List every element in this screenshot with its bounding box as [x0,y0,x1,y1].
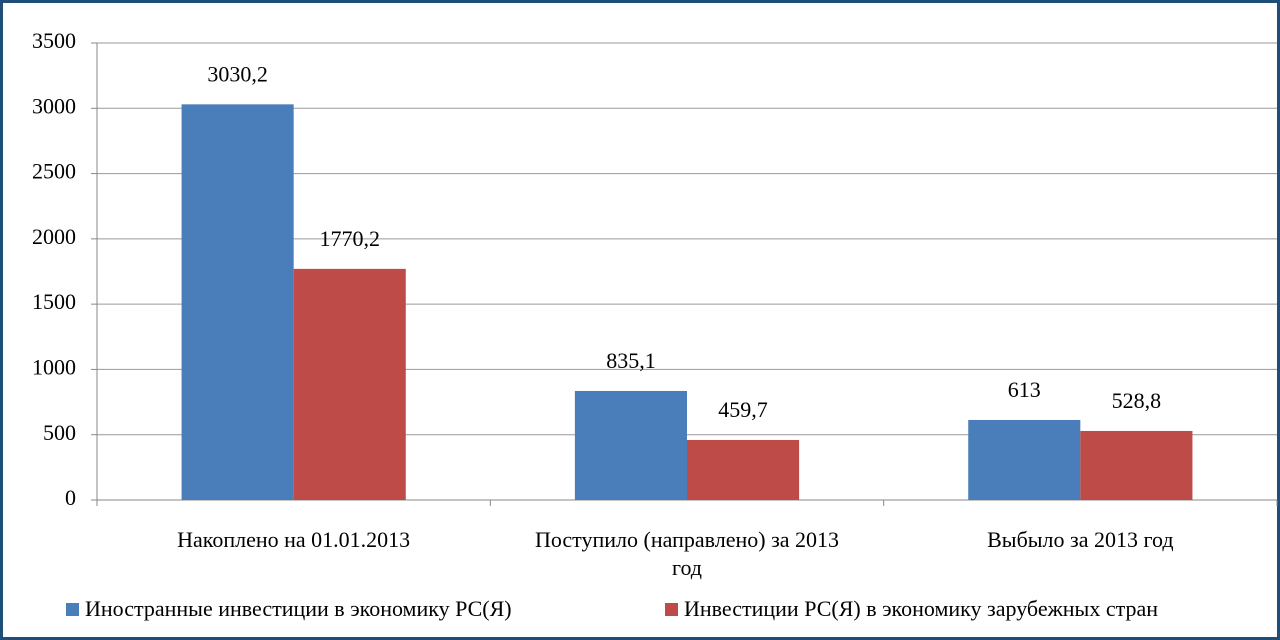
bar [574,390,687,500]
x-tick-label: Выбыло за 2013 год [987,527,1174,552]
legend-item: Иностранные инвестиции в экономику РС(Я) [66,596,512,622]
y-tick-label: 1500 [32,289,76,314]
legend-item: Инвестиции РС(Я) в экономику зарубежных … [665,596,1158,622]
legend-label: Инвестиции РС(Я) в экономику зарубежных … [684,596,1159,621]
bar [293,268,406,500]
y-tick-label: 500 [43,420,76,445]
data-label: 528,8 [1112,388,1162,413]
y-tick-label: 3500 [32,28,76,53]
data-label: 1770,2 [319,226,380,251]
y-tick-label: 3000 [32,93,76,118]
y-tick-label: 2500 [32,159,76,184]
x-tick-label: Накоплено на 01.01.2013 [177,527,411,552]
legend-swatch [66,602,79,616]
data-label: 613 [1008,377,1041,402]
y-tick-label: 2000 [32,224,76,249]
y-tick-label: 0 [65,485,76,510]
legend-swatch [665,602,678,616]
bar [1080,430,1193,500]
legend-label: Иностранные инвестиции в экономику РС(Я) [85,596,512,621]
data-label: 3030,2 [207,61,268,86]
bar [181,104,294,500]
x-tick-label: Поступило (направлено) за 2013 год [534,527,840,580]
data-label: 459,7 [718,397,768,422]
bar [968,419,1081,500]
data-label: 835,1 [606,348,656,373]
bar [687,439,800,500]
y-tick-label: 1000 [32,354,76,379]
